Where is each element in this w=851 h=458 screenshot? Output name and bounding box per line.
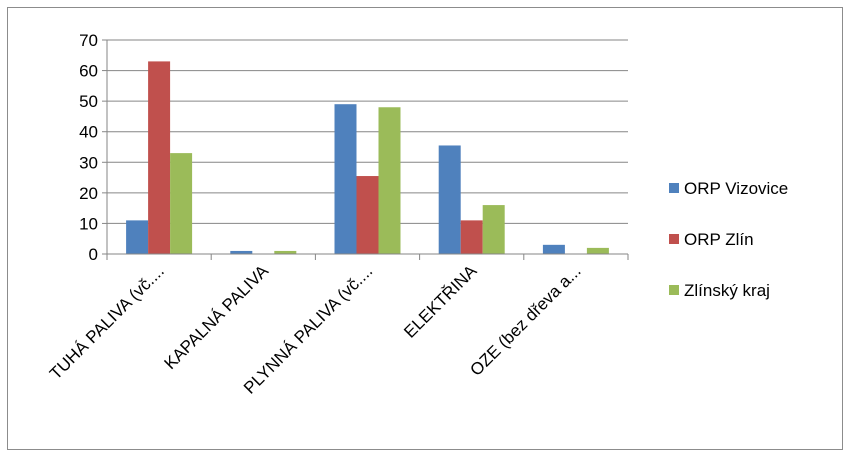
bar (274, 250, 297, 254)
axes (106, 40, 629, 260)
bar (334, 104, 357, 254)
bar (170, 153, 193, 254)
bar (148, 61, 171, 255)
bar (542, 244, 565, 254)
bar (126, 220, 149, 254)
y-tick-label: 10 (79, 214, 98, 233)
y-tick-label: 50 (79, 92, 98, 111)
legend-swatch (669, 285, 679, 295)
x-tick-label: ELEKTŘINA (400, 261, 481, 342)
x-tick-label: TUHÁ PALIVA (vč.... (46, 261, 168, 383)
bar (356, 176, 379, 254)
chart-frame: 0 10 20 30 40 50 60 70 TUHÁ PALIVA (vč.... KAPAL… (7, 7, 843, 450)
bar (460, 220, 483, 254)
legend-label: ORP Vizovice (684, 179, 788, 198)
bar (438, 145, 461, 254)
bar (586, 247, 609, 254)
y-axis-tick-labels: 0 10 20 30 40 50 60 70 (79, 31, 98, 264)
legend-swatch (669, 183, 679, 193)
y-tick-label: 70 (79, 31, 98, 50)
y-tick-label: 40 (79, 123, 98, 142)
gridlines (102, 39, 628, 255)
x-axis-tick-labels: TUHÁ PALIVA (vč....KAPALNÁ PALIVAPLYNNÁ … (46, 261, 585, 398)
x-tick-label: KAPALNÁ PALIVA (160, 261, 272, 373)
bar (230, 250, 253, 254)
x-tick-label: OZE (bez dřeva a... (466, 261, 584, 379)
y-tick-label: 0 (89, 245, 98, 264)
legend: ORP Vizovice ORP Zlín Zlínský kraj (669, 179, 788, 300)
legend-label: ORP Zlín (684, 230, 754, 249)
bar (482, 205, 505, 254)
y-tick-label: 60 (79, 62, 98, 81)
y-tick-label: 20 (79, 184, 98, 203)
y-tick-label: 30 (79, 153, 98, 172)
bar-chart: 0 10 20 30 40 50 60 70 TUHÁ PALIVA (vč....KAPAL… (46, 31, 788, 398)
legend-swatch (669, 234, 679, 244)
legend-label: Zlínský kraj (684, 281, 770, 300)
bar (378, 107, 401, 254)
bars (126, 61, 609, 255)
